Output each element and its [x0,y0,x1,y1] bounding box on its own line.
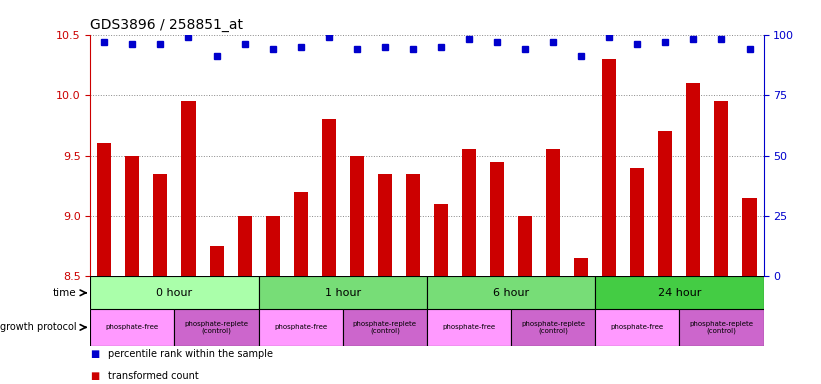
Bar [595,309,680,346]
Text: percentile rank within the sample: percentile rank within the sample [108,349,273,359]
Bar [266,216,280,276]
Bar [490,162,504,276]
Bar [658,131,672,276]
Bar [259,276,427,309]
Text: 0 hour: 0 hour [156,288,193,298]
Text: ■: ■ [90,349,99,359]
Text: 6 hour: 6 hour [493,288,530,298]
Bar [181,101,195,276]
Bar [98,144,112,276]
Bar [511,309,595,346]
Text: phosphate-replete
(control): phosphate-replete (control) [521,321,585,334]
Bar [686,83,700,276]
Bar [237,216,251,276]
Bar [434,204,448,276]
Bar [126,156,140,276]
Text: transformed count: transformed count [108,371,200,381]
Text: GDS3896 / 258851_at: GDS3896 / 258851_at [90,18,243,32]
Bar [90,276,259,309]
Bar [90,309,175,346]
Bar [462,149,476,276]
Text: phosphate-replete
(control): phosphate-replete (control) [690,321,754,334]
Text: time: time [53,288,76,298]
Bar [378,174,392,276]
Text: phosphate-free: phosphate-free [443,324,496,330]
Bar [406,174,420,276]
Bar [680,309,764,346]
Text: ■: ■ [90,371,99,381]
Bar [714,101,728,276]
Bar [427,309,511,346]
Bar [518,216,532,276]
Text: 1 hour: 1 hour [324,288,361,298]
Bar [175,309,259,346]
Bar [350,156,364,276]
Text: phosphate-free: phosphate-free [611,324,664,330]
Bar [209,246,223,276]
Text: phosphate-free: phosphate-free [274,324,328,330]
Bar [742,198,756,276]
Bar [154,174,167,276]
Bar [343,309,427,346]
Bar [546,149,560,276]
Bar [603,59,617,276]
Bar [294,192,308,276]
Text: 24 hour: 24 hour [658,288,701,298]
Bar [631,167,644,276]
Bar [259,309,343,346]
Text: growth protocol: growth protocol [0,322,76,333]
Text: phosphate-replete
(control): phosphate-replete (control) [353,321,417,334]
Bar [574,258,588,276]
Bar [322,119,336,276]
Text: phosphate-replete
(control): phosphate-replete (control) [185,321,249,334]
Bar [427,276,595,309]
Bar [595,276,764,309]
Text: phosphate-free: phosphate-free [106,324,159,330]
